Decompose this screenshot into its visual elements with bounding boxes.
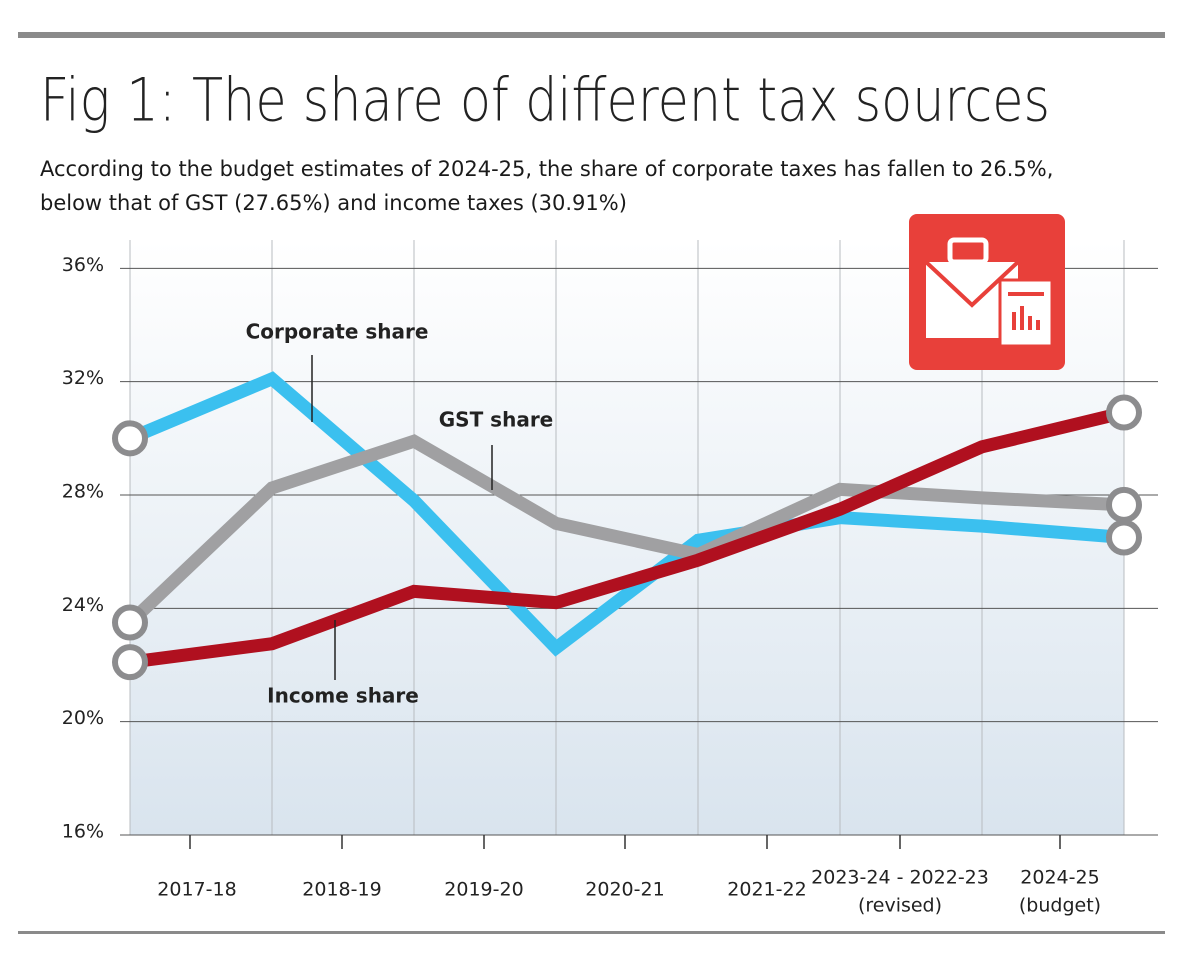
- x-tick-label: 2017-18: [157, 879, 236, 901]
- chart-subtitle: According to the budget estimates of 202…: [40, 157, 1054, 215]
- x-tick-label: 2018-19: [302, 879, 381, 901]
- end-marker: [112, 604, 148, 641]
- top-rule: [18, 32, 1165, 38]
- y-tick-label: 20%: [62, 707, 104, 729]
- bottom-rule: [18, 931, 1165, 934]
- y-tick-label: 32%: [62, 367, 104, 389]
- end-marker: [1106, 519, 1142, 556]
- x-tick-label: 2023-24 - 2022-23: [811, 867, 989, 889]
- x-tick-label: 2024-25: [1020, 867, 1099, 889]
- x-tick-label: (budget): [1019, 895, 1101, 917]
- x-tick-label: 2020-21: [585, 879, 664, 901]
- x-tick-label: 2019-20: [444, 879, 523, 901]
- series-line: [127, 371, 1125, 657]
- x-tick-label: 2021-22: [727, 879, 806, 901]
- end-marker: [112, 420, 148, 457]
- series-line: [129, 406, 1126, 669]
- end-marker: [112, 644, 148, 681]
- end-marker: [1106, 394, 1142, 431]
- briefcase-icon: [909, 214, 1065, 370]
- chart-title: Fig 1: The share of different tax source…: [40, 66, 1050, 136]
- series-line: [125, 434, 1125, 628]
- y-tick-label: 28%: [62, 481, 104, 503]
- series-annotation: Income share: [267, 684, 419, 708]
- series-annotation: GST share: [439, 408, 554, 432]
- end-marker: [1106, 486, 1142, 523]
- y-tick-label: 16%: [62, 821, 104, 843]
- series-annotation: Corporate share: [246, 320, 429, 344]
- y-tick-label: 36%: [62, 254, 104, 276]
- x-tick-label: (revised): [858, 895, 942, 917]
- y-tick-label: 24%: [62, 594, 104, 616]
- lines: [112, 371, 1142, 681]
- grid: [120, 240, 1158, 849]
